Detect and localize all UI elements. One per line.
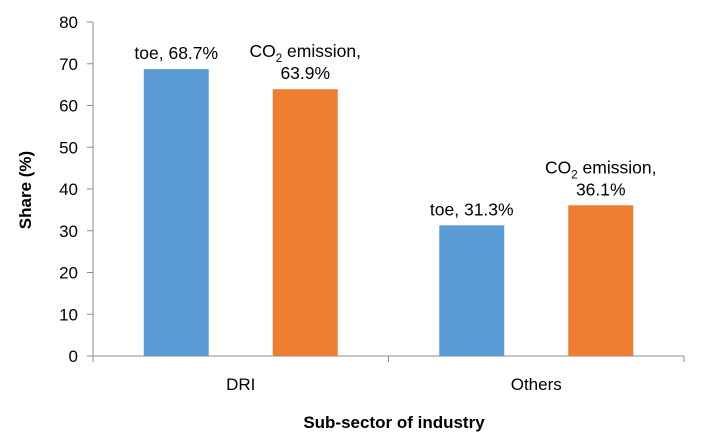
bars: toe, 68.7% CO2 emission,63.9%toe, 31.3%CO… xyxy=(134,41,656,357)
y-tick-label: 80 xyxy=(59,13,78,32)
y-tick-label: 10 xyxy=(59,305,78,324)
y-tick-label: 30 xyxy=(59,222,78,241)
bar-dri-series-1 xyxy=(143,69,209,357)
bar-others-series-1 xyxy=(439,225,505,356)
y-tick-label: 50 xyxy=(59,138,78,157)
data-label: CO2 emission, xyxy=(250,41,361,65)
x-tick-label: DRI xyxy=(226,375,255,394)
y-tick-label: 70 xyxy=(59,55,78,74)
y-axis-title: Share (%) xyxy=(16,151,35,229)
data-label-value: 36.1% xyxy=(576,179,626,199)
x-axis-ticks: DRI Others xyxy=(92,356,685,394)
y-tick-label: 60 xyxy=(59,97,78,116)
y-tick-label: 20 xyxy=(59,264,78,283)
data-label-value: 63.9% xyxy=(280,63,330,83)
data-label: toe, 68.7% xyxy=(134,43,218,63)
y-axis-ticks: 0 10 20 30 40 50 60 70 80 xyxy=(59,13,93,366)
x-tick-label: Others xyxy=(511,375,562,394)
y-tick-label: 40 xyxy=(59,180,78,199)
data-label: toe, 31.3% xyxy=(430,199,514,219)
y-tick-label: 0 xyxy=(69,347,78,366)
data-label: CO2 emission, xyxy=(545,157,656,181)
bar-dri-series-2 xyxy=(272,89,338,356)
x-axis-title: Sub-sector of industry xyxy=(303,413,485,432)
bar-others-series-2 xyxy=(568,205,634,356)
